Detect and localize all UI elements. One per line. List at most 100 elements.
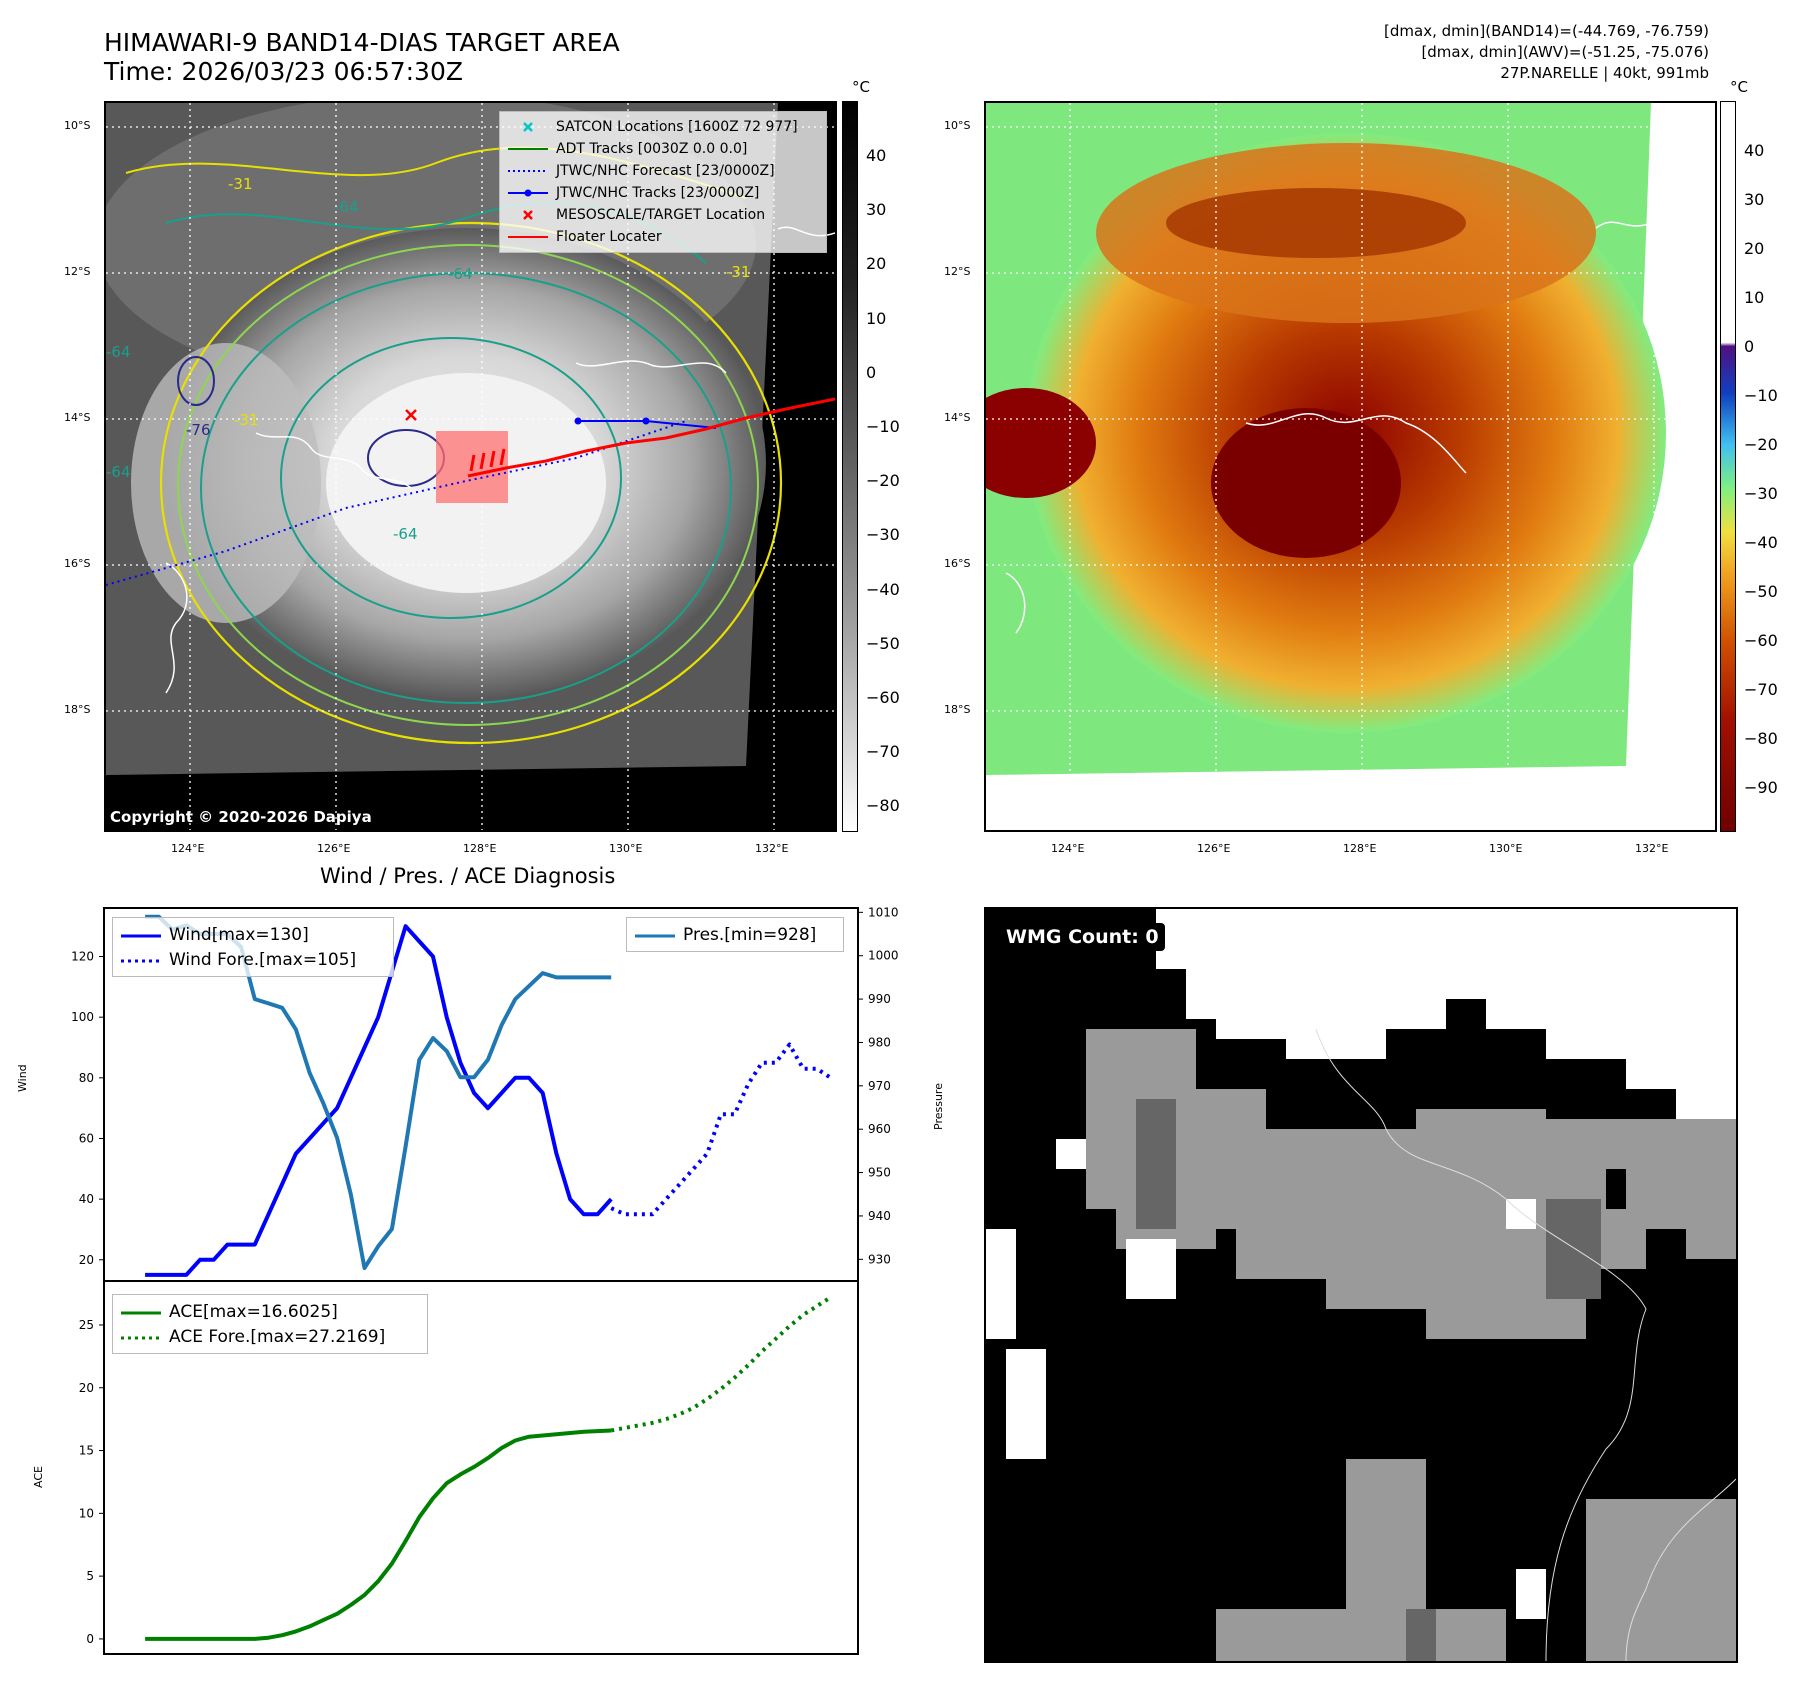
colorbar-tick-label: −10 [1744, 386, 1778, 405]
lon-label: 126°E [1197, 842, 1231, 855]
lon-label: 130°E [1489, 842, 1523, 855]
wmg-map-svg [986, 909, 1736, 1661]
pressure-axis-tick-label: 960 [868, 1122, 891, 1136]
pressure-axis-tick-label: 1010 [868, 905, 899, 919]
lon-label: 130°E [609, 842, 643, 855]
colorbar-tick-label: −70 [1744, 680, 1778, 699]
solid-line-icon [119, 1305, 163, 1319]
dotted-line-icon [119, 953, 163, 967]
contour-label: -64 [393, 525, 418, 543]
wmg-dark-core [1546, 1199, 1601, 1299]
wind-axis-tick-label: 60 [79, 1131, 94, 1145]
legend-item-forecast: JTWC/NHC Forecast [23/0000Z] [506, 160, 820, 182]
lon-label: 132°E [755, 842, 789, 855]
legend-label: Wind[max=130] [169, 924, 309, 945]
colorbar-tick-label: −90 [1744, 778, 1778, 797]
ir-colorbar [842, 101, 858, 832]
lat-label: 10°S [944, 119, 971, 132]
wind-line [145, 924, 613, 1277]
dotted-line-icon [119, 1330, 163, 1344]
legend-label: ADT Tracks [0030Z 0.0 0.0] [556, 141, 748, 157]
line-dot-icon [506, 186, 550, 200]
wmg-gray-region-center [1216, 1109, 1646, 1339]
awv-west-cell [986, 388, 1096, 498]
jtwc-track-point [642, 417, 650, 425]
colorbar-tick-label: 30 [866, 200, 887, 220]
legend-label: SATCON Locations [1600Z 72 977] [556, 119, 798, 135]
ace-axis-label: ACE [32, 1466, 45, 1488]
legend-item-adt: ADT Tracks [0030Z 0.0 0.0] [506, 138, 820, 160]
awv-map-panel [984, 101, 1717, 832]
legend-label: ACE Fore.[max=27.2169] [169, 1326, 386, 1347]
colorbar-tick-label: −10 [866, 417, 900, 436]
colorbar-tick-label: −40 [866, 579, 900, 599]
wmg-white-patch [1516, 1569, 1546, 1619]
contour-31 [159, 221, 783, 745]
lat-label: 12°S [64, 265, 91, 278]
contour-label: -31 [726, 263, 751, 281]
contour-label: -31 [234, 411, 259, 429]
colorbar-tick-label: −50 [1744, 582, 1778, 601]
colorbar-tick-label: 0 [866, 362, 877, 382]
wmg-white-region [986, 909, 1736, 1119]
colorbar-tick-label: −20 [1744, 435, 1778, 454]
wmg-count-badge: WMG Count: 0 [1000, 923, 1165, 951]
ace-axis-tick-label: 0 [86, 1632, 94, 1646]
colorbar-tick-label: −80 [1744, 729, 1778, 748]
lon-label: 128°E [463, 842, 497, 855]
lon-label: 128°E [1343, 842, 1377, 855]
lat-label: 16°S [944, 557, 971, 570]
lon-label: 132°E [1635, 842, 1669, 855]
copyright-text: Copyright © 2020-2026 Dapiya [110, 808, 372, 826]
colorbar-tick-label: −70 [866, 742, 900, 762]
colorbar-tick-label: 0 [1744, 337, 1755, 356]
pressure-axis-tick-label: 1000 [868, 949, 899, 963]
colorbar-tick-label: −60 [866, 688, 900, 707]
lat-label: 16°S [64, 557, 91, 570]
pressure-legend: Pres.[min=928] [626, 917, 844, 952]
legend-item-wind: Wind[max=130] [119, 922, 387, 947]
ace-plot-frame [103, 1280, 859, 1655]
colorbar-tick-label: −20 [866, 471, 900, 491]
wmg-panel: WMG Count: 0 [984, 907, 1738, 1663]
pressure-axis-tick-label: 980 [868, 1035, 891, 1049]
wind-axis-tick-label: 120 [71, 950, 94, 964]
ir-map-panel: -31 -64 -64 -31 -64 -31 -76 -64 -64 SATC… [104, 101, 837, 832]
wmg-dark-core [1136, 1099, 1176, 1229]
pressure-axis-tick-label: 940 [868, 1209, 891, 1223]
legend-label: ACE[max=16.6025] [169, 1301, 338, 1322]
legend-label: Pres.[min=928] [683, 924, 817, 945]
wind-axis-label: Wind [16, 1064, 29, 1092]
colorbar-tick-label: 20 [866, 254, 887, 274]
ace-axis-tick-label: 10 [79, 1506, 94, 1520]
coastline [1315, 1028, 1736, 1661]
ace-axis-tick-label: 15 [79, 1444, 94, 1458]
wmg-gray-region-east [1546, 1119, 1736, 1259]
awv-colorbar [1720, 101, 1736, 832]
colorbar-tick-label: −40 [1744, 533, 1778, 552]
colorbar-tick-label: 10 [1744, 288, 1765, 307]
wind-axis-tick-label: 100 [71, 1010, 94, 1024]
ace-axis-tick-label: 20 [79, 1381, 94, 1395]
wind-axis-tick-label: 40 [79, 1192, 94, 1206]
colorbar-tick-label: 10 [866, 308, 887, 328]
wind-forecast-line [610, 1042, 832, 1217]
lon-label: 126°E [317, 842, 351, 855]
wmg-white-patch [1056, 1139, 1086, 1169]
ace-legend: ACE[max=16.6025] ACE Fore.[max=27.2169] [112, 1294, 428, 1354]
ir-map-svg [106, 103, 835, 830]
floater-track [467, 397, 835, 478]
colorbar-tick-label: −30 [1744, 484, 1778, 503]
lat-label: 18°S [64, 703, 91, 716]
contour-40 [177, 244, 759, 726]
legend-label: JTWC/NHC Forecast [23/0000Z] [556, 163, 775, 179]
colorbar-unit: °C [852, 78, 870, 96]
contour-label: -64 [448, 265, 473, 283]
info-line-3: 27P.NARELLE | 40kt, 991mb [1500, 64, 1709, 82]
contour-64 [280, 337, 622, 619]
dotted-line-icon [506, 164, 550, 178]
legend-item-floater: Floater Locater [506, 226, 820, 248]
colorbar-tick-label: −50 [866, 633, 900, 653]
contour-label: -76 [186, 421, 211, 439]
wmg-dark-core [1406, 1609, 1436, 1661]
